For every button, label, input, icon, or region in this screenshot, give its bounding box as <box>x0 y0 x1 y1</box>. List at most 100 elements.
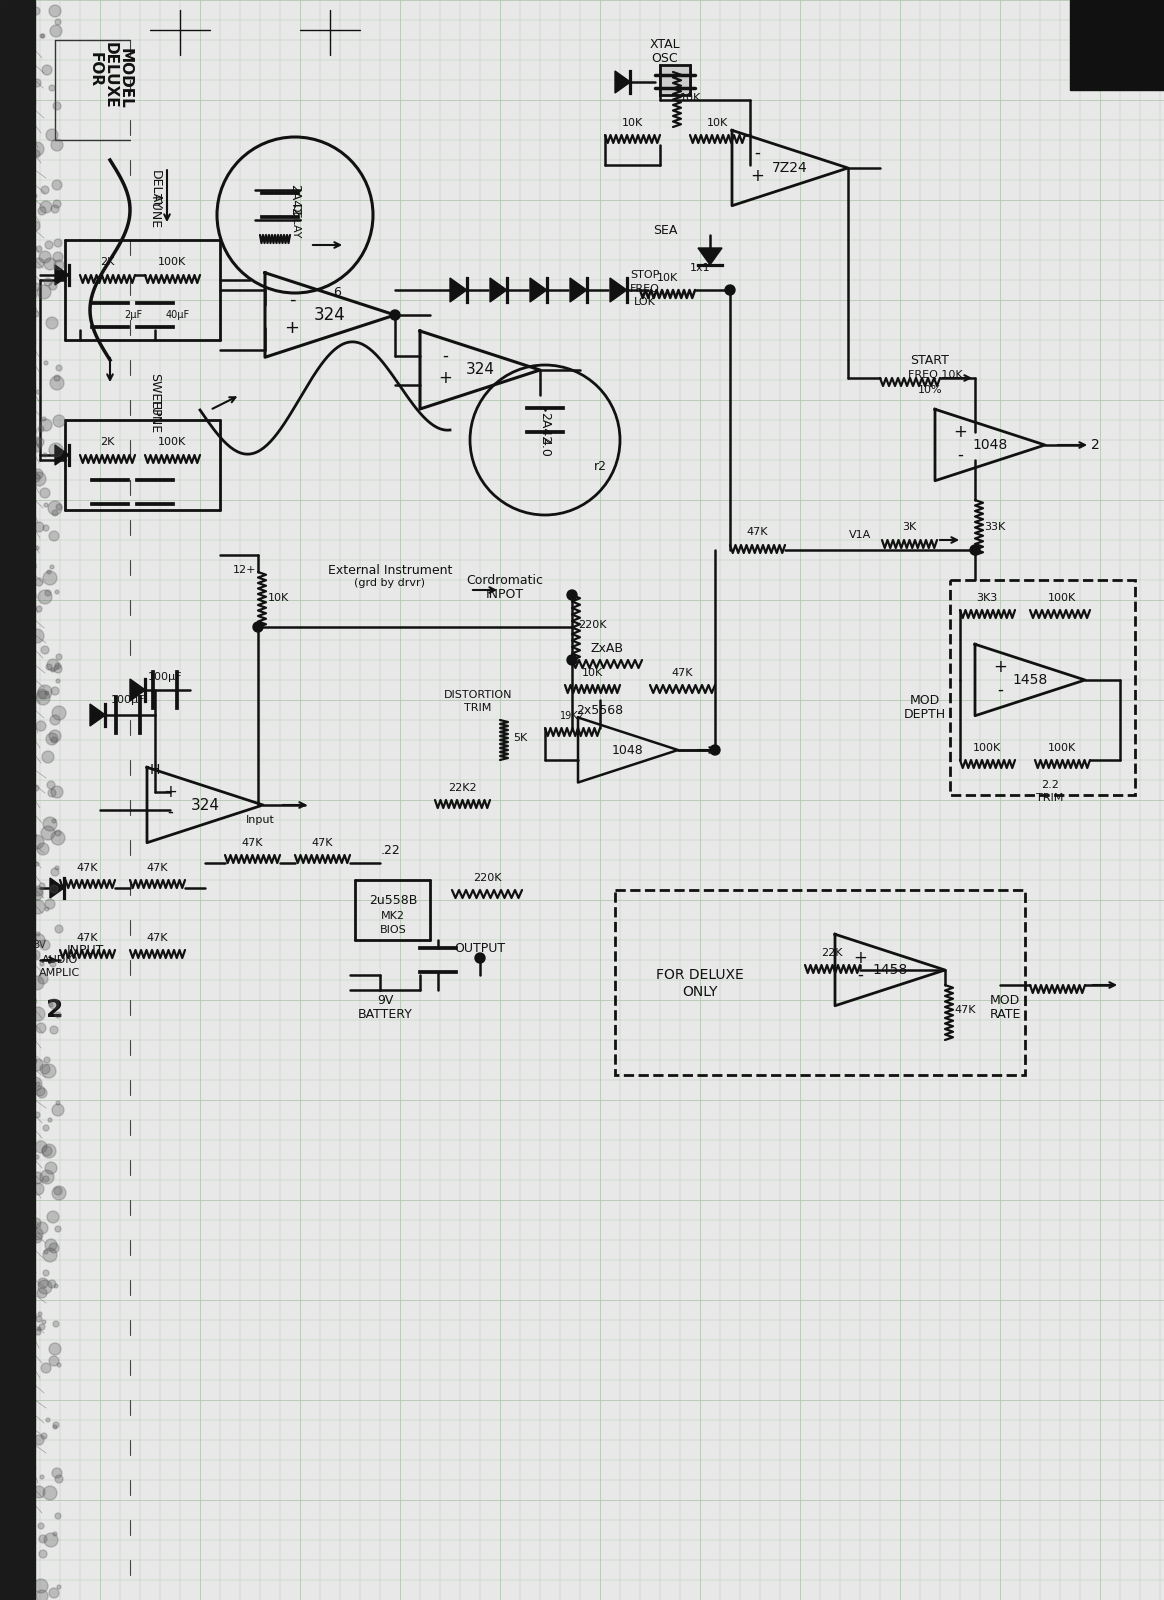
Circle shape <box>30 142 44 157</box>
Circle shape <box>43 818 57 830</box>
Circle shape <box>36 1022 47 1034</box>
Text: DELUXE: DELUXE <box>102 42 118 109</box>
Circle shape <box>42 750 54 763</box>
Text: 100K: 100K <box>1048 594 1077 603</box>
Text: AMPLIC: AMPLIC <box>40 968 80 978</box>
Text: -: - <box>754 144 760 162</box>
Circle shape <box>56 678 61 683</box>
Circle shape <box>49 85 55 91</box>
Text: XTAL: XTAL <box>650 38 680 51</box>
Circle shape <box>50 715 61 725</box>
Circle shape <box>48 1280 56 1288</box>
Circle shape <box>43 1125 49 1131</box>
Circle shape <box>35 578 43 586</box>
Circle shape <box>30 221 40 230</box>
Circle shape <box>55 590 59 594</box>
Circle shape <box>49 5 61 18</box>
Circle shape <box>40 34 44 38</box>
Circle shape <box>43 1248 57 1262</box>
Text: 47K: 47K <box>147 933 168 942</box>
Circle shape <box>54 414 65 427</box>
Circle shape <box>41 1434 47 1438</box>
Circle shape <box>390 310 400 320</box>
Circle shape <box>36 1082 40 1086</box>
Bar <box>0 0 35 1600</box>
Circle shape <box>47 570 51 574</box>
Circle shape <box>33 469 43 478</box>
Circle shape <box>44 362 48 365</box>
Text: H: H <box>150 763 161 778</box>
Text: FOR: FOR <box>87 53 102 88</box>
Text: BATTERY: BATTERY <box>357 1008 412 1021</box>
Text: 324: 324 <box>314 306 346 323</box>
Circle shape <box>31 1229 43 1240</box>
Circle shape <box>48 789 56 797</box>
Circle shape <box>52 179 62 190</box>
Text: 2x5568: 2x5568 <box>576 704 624 717</box>
Circle shape <box>34 1112 40 1118</box>
Circle shape <box>54 1533 57 1536</box>
Circle shape <box>47 664 52 670</box>
Circle shape <box>37 843 49 854</box>
Circle shape <box>30 629 44 643</box>
Circle shape <box>45 1162 57 1174</box>
Text: TUNE: TUNE <box>149 194 162 227</box>
Circle shape <box>45 590 51 595</box>
Circle shape <box>38 1312 42 1315</box>
Circle shape <box>44 258 56 270</box>
Circle shape <box>51 139 63 150</box>
Circle shape <box>47 781 55 789</box>
Circle shape <box>49 1357 59 1366</box>
Circle shape <box>40 883 45 890</box>
Text: 22K2: 22K2 <box>448 782 476 794</box>
Circle shape <box>42 1144 56 1158</box>
Circle shape <box>52 819 56 822</box>
Circle shape <box>41 34 45 38</box>
Circle shape <box>42 1064 56 1078</box>
Text: +: + <box>438 370 452 387</box>
Circle shape <box>33 1059 37 1062</box>
Circle shape <box>31 1234 42 1243</box>
Circle shape <box>57 1586 61 1589</box>
Circle shape <box>52 1469 62 1478</box>
Circle shape <box>40 1170 54 1184</box>
Circle shape <box>54 666 62 674</box>
Circle shape <box>30 976 44 990</box>
Text: 1458: 1458 <box>872 963 908 978</box>
Circle shape <box>35 1086 45 1096</box>
Circle shape <box>725 285 734 294</box>
Text: 47K: 47K <box>311 838 333 848</box>
Text: SWEEP: SWEEP <box>149 373 162 418</box>
Circle shape <box>55 1514 61 1518</box>
Circle shape <box>34 1435 44 1445</box>
Circle shape <box>45 691 49 694</box>
Polygon shape <box>615 70 631 93</box>
Circle shape <box>55 925 63 933</box>
Circle shape <box>56 654 62 659</box>
Text: INPOT: INPOT <box>485 587 524 600</box>
Circle shape <box>49 282 57 290</box>
Circle shape <box>33 78 41 86</box>
Circle shape <box>54 1426 57 1429</box>
Text: LOK: LOK <box>634 298 656 307</box>
Text: 6: 6 <box>333 286 341 299</box>
Circle shape <box>34 446 40 451</box>
Circle shape <box>51 686 59 694</box>
Circle shape <box>55 1013 61 1018</box>
Text: FOR DELUXE: FOR DELUXE <box>656 968 744 982</box>
Circle shape <box>35 1330 41 1334</box>
Text: INPUT: INPUT <box>66 944 104 957</box>
Text: 2u558B: 2u558B <box>369 893 417 907</box>
Circle shape <box>49 1003 54 1006</box>
Circle shape <box>33 194 37 198</box>
Text: +: + <box>953 422 967 442</box>
Text: 100K: 100K <box>1048 742 1077 754</box>
Circle shape <box>50 962 56 966</box>
Circle shape <box>42 1146 52 1155</box>
Text: 47K: 47K <box>77 933 98 942</box>
Circle shape <box>33 310 40 317</box>
Text: -: - <box>442 347 448 365</box>
Text: 5K: 5K <box>513 733 527 742</box>
Text: 10K: 10K <box>581 669 603 678</box>
Text: FREQ: FREQ <box>630 285 660 294</box>
